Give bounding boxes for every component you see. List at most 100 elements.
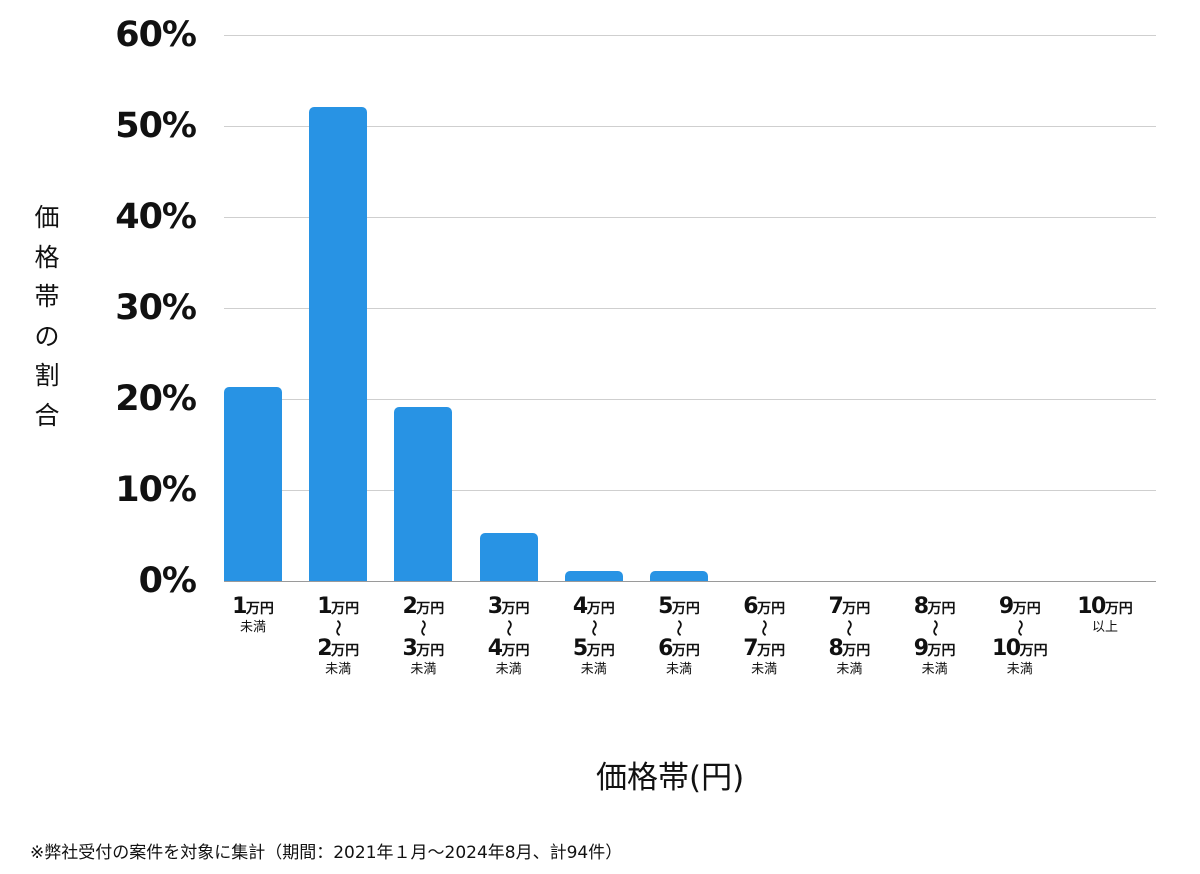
gridline — [224, 490, 1156, 491]
x-axis-baseline — [224, 581, 1156, 582]
x-tick-unit: 万円 — [842, 643, 871, 659]
range-tilde: 〜 — [670, 619, 688, 637]
y-tick-label: 10% — [115, 470, 197, 510]
x-tick-to: 10 — [991, 636, 1021, 661]
x-tick-from: 1 — [232, 594, 247, 619]
x-tick-from: 8 — [913, 594, 929, 619]
footnote: ※弊社受付の案件を対象に集計（期間：2021年１月〜2024年8月、計94件） — [30, 843, 623, 863]
x-tick-unit: 万円 — [331, 643, 360, 659]
y-axis-title-char: の — [34, 321, 60, 351]
x-tick-suffix: 以上 — [1091, 620, 1118, 635]
x-tick-unit: 万円 — [671, 643, 700, 659]
x-tick-from: 1 — [317, 594, 332, 619]
x-tick-from: 7 — [828, 594, 843, 619]
x-tick-label: 2万円〜 3万円 未満 — [378, 594, 468, 677]
x-tick-unit: 万円 — [842, 601, 871, 617]
x-tick-unit: 万円 — [757, 643, 786, 659]
gridline — [224, 399, 1156, 400]
bar — [309, 106, 368, 581]
x-tick-unit: 万円 — [416, 601, 445, 617]
y-axis-title-char: 価 — [34, 203, 60, 232]
x-tick-label: 8万円〜 9万円 未満 — [890, 594, 980, 677]
range-tilde: 〜 — [414, 619, 433, 637]
bar — [650, 571, 708, 581]
x-tick-suffix: 未満 — [665, 662, 692, 677]
x-tick-unit: 万円 — [331, 601, 360, 617]
gridline — [224, 217, 1156, 218]
x-tick-to: 4 — [487, 636, 503, 661]
y-tick-label: 60% — [115, 15, 197, 55]
bar — [394, 407, 453, 581]
x-tick-unit: 万円 — [586, 643, 615, 659]
y-tick-label: 30% — [115, 288, 197, 328]
range-tilde: 〜 — [840, 619, 859, 637]
x-tick-unit: 万円 — [927, 601, 956, 617]
y-tick-label: 40% — [115, 197, 197, 237]
x-tick-unit: 万円 — [927, 643, 956, 659]
gridline — [224, 126, 1156, 127]
x-tick-unit: 万円 — [586, 601, 615, 617]
x-tick-from: 10 — [1077, 594, 1106, 619]
x-tick-suffix: 未満 — [410, 662, 437, 677]
y-tick-label: 50% — [115, 106, 197, 146]
x-tick-from: 2 — [402, 594, 417, 619]
range-tilde: 〜 — [499, 619, 518, 637]
range-tilde: 〜 — [329, 619, 348, 637]
x-tick-to: 3 — [402, 636, 417, 661]
x-tick-label: 4万円〜 5万円 未満 — [549, 594, 639, 677]
x-tick-suffix: 未満 — [1006, 662, 1033, 677]
x-tick-unit: 万円 — [1012, 601, 1041, 617]
x-tick-from: 9 — [998, 594, 1014, 619]
x-tick-label: 1万円〜 2万円 未満 — [293, 594, 383, 677]
x-tick-label: 6万円〜 7万円 未満 — [719, 594, 809, 677]
bar — [479, 532, 538, 581]
x-tick-unit: 万円 — [501, 643, 530, 659]
x-tick-unit: 万円 — [1104, 601, 1133, 617]
x-tick-suffix: 未満 — [580, 662, 607, 677]
y-axis-title-char: 割 — [34, 361, 60, 390]
x-tick-from: 6 — [743, 594, 758, 619]
y-axis-title-char: 帯 — [34, 282, 60, 311]
bar — [564, 571, 623, 581]
x-tick-to: 5 — [572, 636, 588, 661]
x-tick-to: 9 — [913, 636, 929, 661]
x-tick-unit: 万円 — [245, 601, 274, 617]
bar — [224, 387, 282, 581]
x-tick-label: 10万円以上 — [1060, 594, 1150, 635]
x-tick-suffix: 未満 — [921, 662, 948, 677]
x-tick-label: 3万円〜 4万円 未満 — [464, 594, 554, 677]
gridline — [224, 308, 1156, 309]
y-axis-title-char: 合 — [34, 400, 60, 430]
x-tick-suffix: 未満 — [239, 620, 266, 635]
x-tick-suffix: 未満 — [836, 662, 863, 677]
x-tick-to: 2 — [317, 636, 332, 661]
x-tick-label: 1万円未満 — [208, 594, 298, 635]
x-tick-unit: 万円 — [1019, 643, 1048, 659]
x-tick-suffix: 未満 — [325, 662, 352, 677]
range-tilde: 〜 — [925, 619, 944, 637]
plot-area — [224, 35, 1156, 582]
x-tick-label: 7万円〜 8万円 未満 — [804, 594, 894, 677]
x-axis-title: 価格帯(円) — [596, 760, 745, 796]
x-tick-to: 7 — [743, 636, 758, 661]
y-tick-label: 0% — [138, 561, 197, 601]
range-tilde: 〜 — [755, 619, 774, 637]
range-tilde: 〜 — [584, 619, 603, 637]
y-axis-title: 価格帯の割合 — [30, 198, 64, 435]
x-tick-to: 6 — [658, 636, 673, 661]
x-tick-unit: 万円 — [416, 643, 445, 659]
x-tick-from: 5 — [658, 594, 673, 619]
x-tick-to: 8 — [828, 636, 843, 661]
y-axis-title-char: 格 — [34, 242, 60, 272]
x-tick-unit: 万円 — [501, 601, 530, 617]
x-tick-suffix: 未満 — [495, 662, 522, 677]
gridline — [224, 35, 1156, 36]
x-tick-unit: 万円 — [757, 601, 786, 617]
x-tick-suffix: 未満 — [751, 662, 778, 677]
x-tick-label: 9万円〜 10万円 未満 — [975, 594, 1065, 677]
range-tilde: 〜 — [1010, 619, 1029, 637]
x-tick-unit: 万円 — [671, 601, 700, 617]
x-tick-label: 5万円〜 6万円 未満 — [634, 594, 724, 677]
x-tick-from: 4 — [572, 594, 588, 619]
y-tick-label: 20% — [115, 379, 197, 419]
